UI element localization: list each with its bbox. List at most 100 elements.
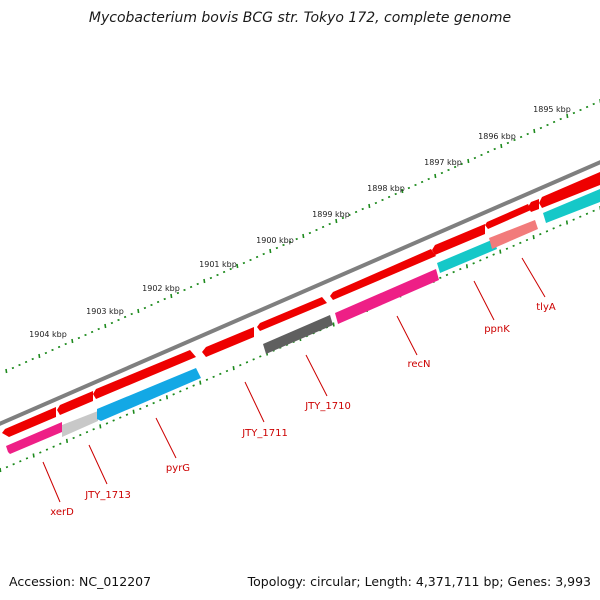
minor-tick bbox=[505, 247, 509, 250]
minor-tick bbox=[407, 186, 411, 190]
minor-tick bbox=[39, 451, 42, 454]
major-tick bbox=[500, 143, 503, 149]
minor-tick bbox=[255, 255, 259, 259]
gene-leader-lines bbox=[42, 257, 546, 503]
gene-ppnK-reverse bbox=[437, 239, 497, 273]
minor-tick bbox=[447, 168, 450, 172]
minor-tick bbox=[519, 135, 523, 139]
minor-tick bbox=[585, 105, 589, 109]
minor-tick bbox=[105, 422, 109, 425]
gene-tlyA-reverse bbox=[489, 220, 538, 249]
minor-tick bbox=[492, 253, 495, 256]
minor-tick bbox=[229, 267, 232, 271]
minor-tick bbox=[143, 306, 147, 310]
position-tick-labels: 1895 kbp 1896 kbp 1897 kbp 1898 kbp 1899 kbp… bbox=[29, 105, 571, 339]
minor-tick bbox=[110, 321, 114, 325]
minor-tick bbox=[579, 108, 582, 112]
minor-tick bbox=[90, 330, 94, 334]
minor-tick bbox=[222, 270, 226, 274]
gene-label-jty_1713: JTY_1713 bbox=[84, 490, 131, 501]
minor-tick bbox=[45, 448, 49, 451]
minor-tick bbox=[212, 375, 215, 378]
minor-tick bbox=[453, 165, 457, 169]
major-tick bbox=[99, 424, 102, 429]
minor-tick bbox=[52, 445, 55, 448]
genome-summary-footer: Topology: circular; Length: 4,371,711 bp… bbox=[247, 574, 591, 589]
major-tick bbox=[302, 233, 305, 239]
minor-tick bbox=[242, 261, 246, 265]
major-tick bbox=[5, 368, 8, 374]
minor-tick bbox=[479, 259, 482, 262]
major-tick bbox=[467, 158, 470, 164]
minor-tick bbox=[321, 225, 325, 229]
position-tick-label: 1899 kbp bbox=[312, 210, 350, 219]
gene-label-ppnk: ppnK bbox=[484, 324, 510, 335]
major-tick bbox=[236, 263, 239, 269]
minor-tick bbox=[19, 460, 22, 463]
minor-tick bbox=[225, 369, 229, 373]
minor-tick bbox=[112, 419, 115, 422]
minor-tick bbox=[440, 171, 444, 175]
minor-tick bbox=[145, 404, 149, 408]
major-tick bbox=[104, 323, 107, 329]
minor-tick bbox=[12, 463, 15, 466]
position-tick-label: 1898 kbp bbox=[367, 184, 405, 193]
minor-tick bbox=[245, 361, 249, 364]
major-tick bbox=[203, 278, 206, 284]
minor-tick bbox=[185, 387, 189, 390]
gene-recN-reverse bbox=[335, 269, 439, 324]
minor-tick bbox=[486, 150, 490, 154]
major-tick bbox=[533, 128, 536, 134]
minor-tick bbox=[205, 378, 209, 381]
major-tick bbox=[137, 308, 140, 314]
minor-tick bbox=[315, 228, 318, 232]
major-tick bbox=[199, 380, 202, 385]
minor-tick bbox=[414, 183, 417, 187]
minor-tick bbox=[539, 126, 543, 130]
major-tick bbox=[335, 218, 338, 224]
gene-tlyA-forward bbox=[485, 204, 531, 229]
minor-tick bbox=[179, 390, 182, 393]
minor-tick bbox=[592, 209, 595, 213]
major-tick bbox=[368, 203, 371, 209]
gene-JTY_1711-forward bbox=[202, 327, 254, 357]
major-tick bbox=[465, 264, 469, 269]
minor-tick bbox=[579, 215, 582, 218]
minor-tick bbox=[252, 358, 255, 361]
minor-tick bbox=[57, 345, 61, 349]
minor-tick bbox=[64, 342, 67, 346]
major-tick bbox=[65, 438, 69, 444]
major-tick bbox=[38, 353, 41, 359]
minor-tick bbox=[439, 276, 442, 280]
position-tick-label: 1904 kbp bbox=[29, 330, 67, 339]
genome-backbone bbox=[0, 160, 600, 426]
gene-label-tlya: tlyA bbox=[536, 302, 556, 313]
minor-tick bbox=[163, 297, 166, 301]
minor-tick bbox=[159, 398, 162, 402]
gene-pyrG-reverse bbox=[97, 368, 201, 421]
map-title: Mycobacterium bovis BCG str. Tokyo 172, … bbox=[88, 10, 512, 26]
minor-tick bbox=[585, 212, 589, 215]
minor-tick bbox=[308, 231, 312, 235]
major-tick bbox=[71, 338, 74, 344]
minor-tick bbox=[341, 216, 345, 220]
minor-tick bbox=[79, 433, 82, 437]
gene-label-recn: recN bbox=[407, 359, 430, 370]
minor-tick bbox=[24, 360, 28, 364]
minor-tick bbox=[328, 222, 331, 226]
minor-tick bbox=[59, 442, 62, 445]
outer-tick-track bbox=[5, 99, 600, 374]
minor-tick bbox=[51, 348, 54, 352]
minor-tick bbox=[572, 218, 575, 221]
minor-tick bbox=[172, 393, 175, 396]
minor-tick bbox=[239, 364, 242, 367]
major-tick bbox=[170, 293, 173, 299]
minor-tick bbox=[445, 273, 449, 277]
minor-tick bbox=[519, 241, 522, 245]
minor-tick bbox=[459, 267, 462, 271]
minor-tick bbox=[472, 262, 475, 265]
minor-tick bbox=[176, 291, 180, 295]
minor-tick bbox=[387, 195, 391, 199]
minor-tick bbox=[25, 457, 29, 460]
